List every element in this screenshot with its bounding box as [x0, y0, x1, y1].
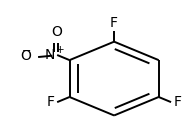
Text: F: F [46, 95, 55, 109]
Text: F: F [174, 95, 182, 109]
Text: +: + [56, 45, 65, 55]
Text: O: O [21, 49, 31, 63]
Text: F: F [110, 16, 118, 30]
Text: N: N [45, 48, 55, 62]
Text: −: − [22, 46, 31, 56]
Text: O: O [51, 25, 62, 39]
